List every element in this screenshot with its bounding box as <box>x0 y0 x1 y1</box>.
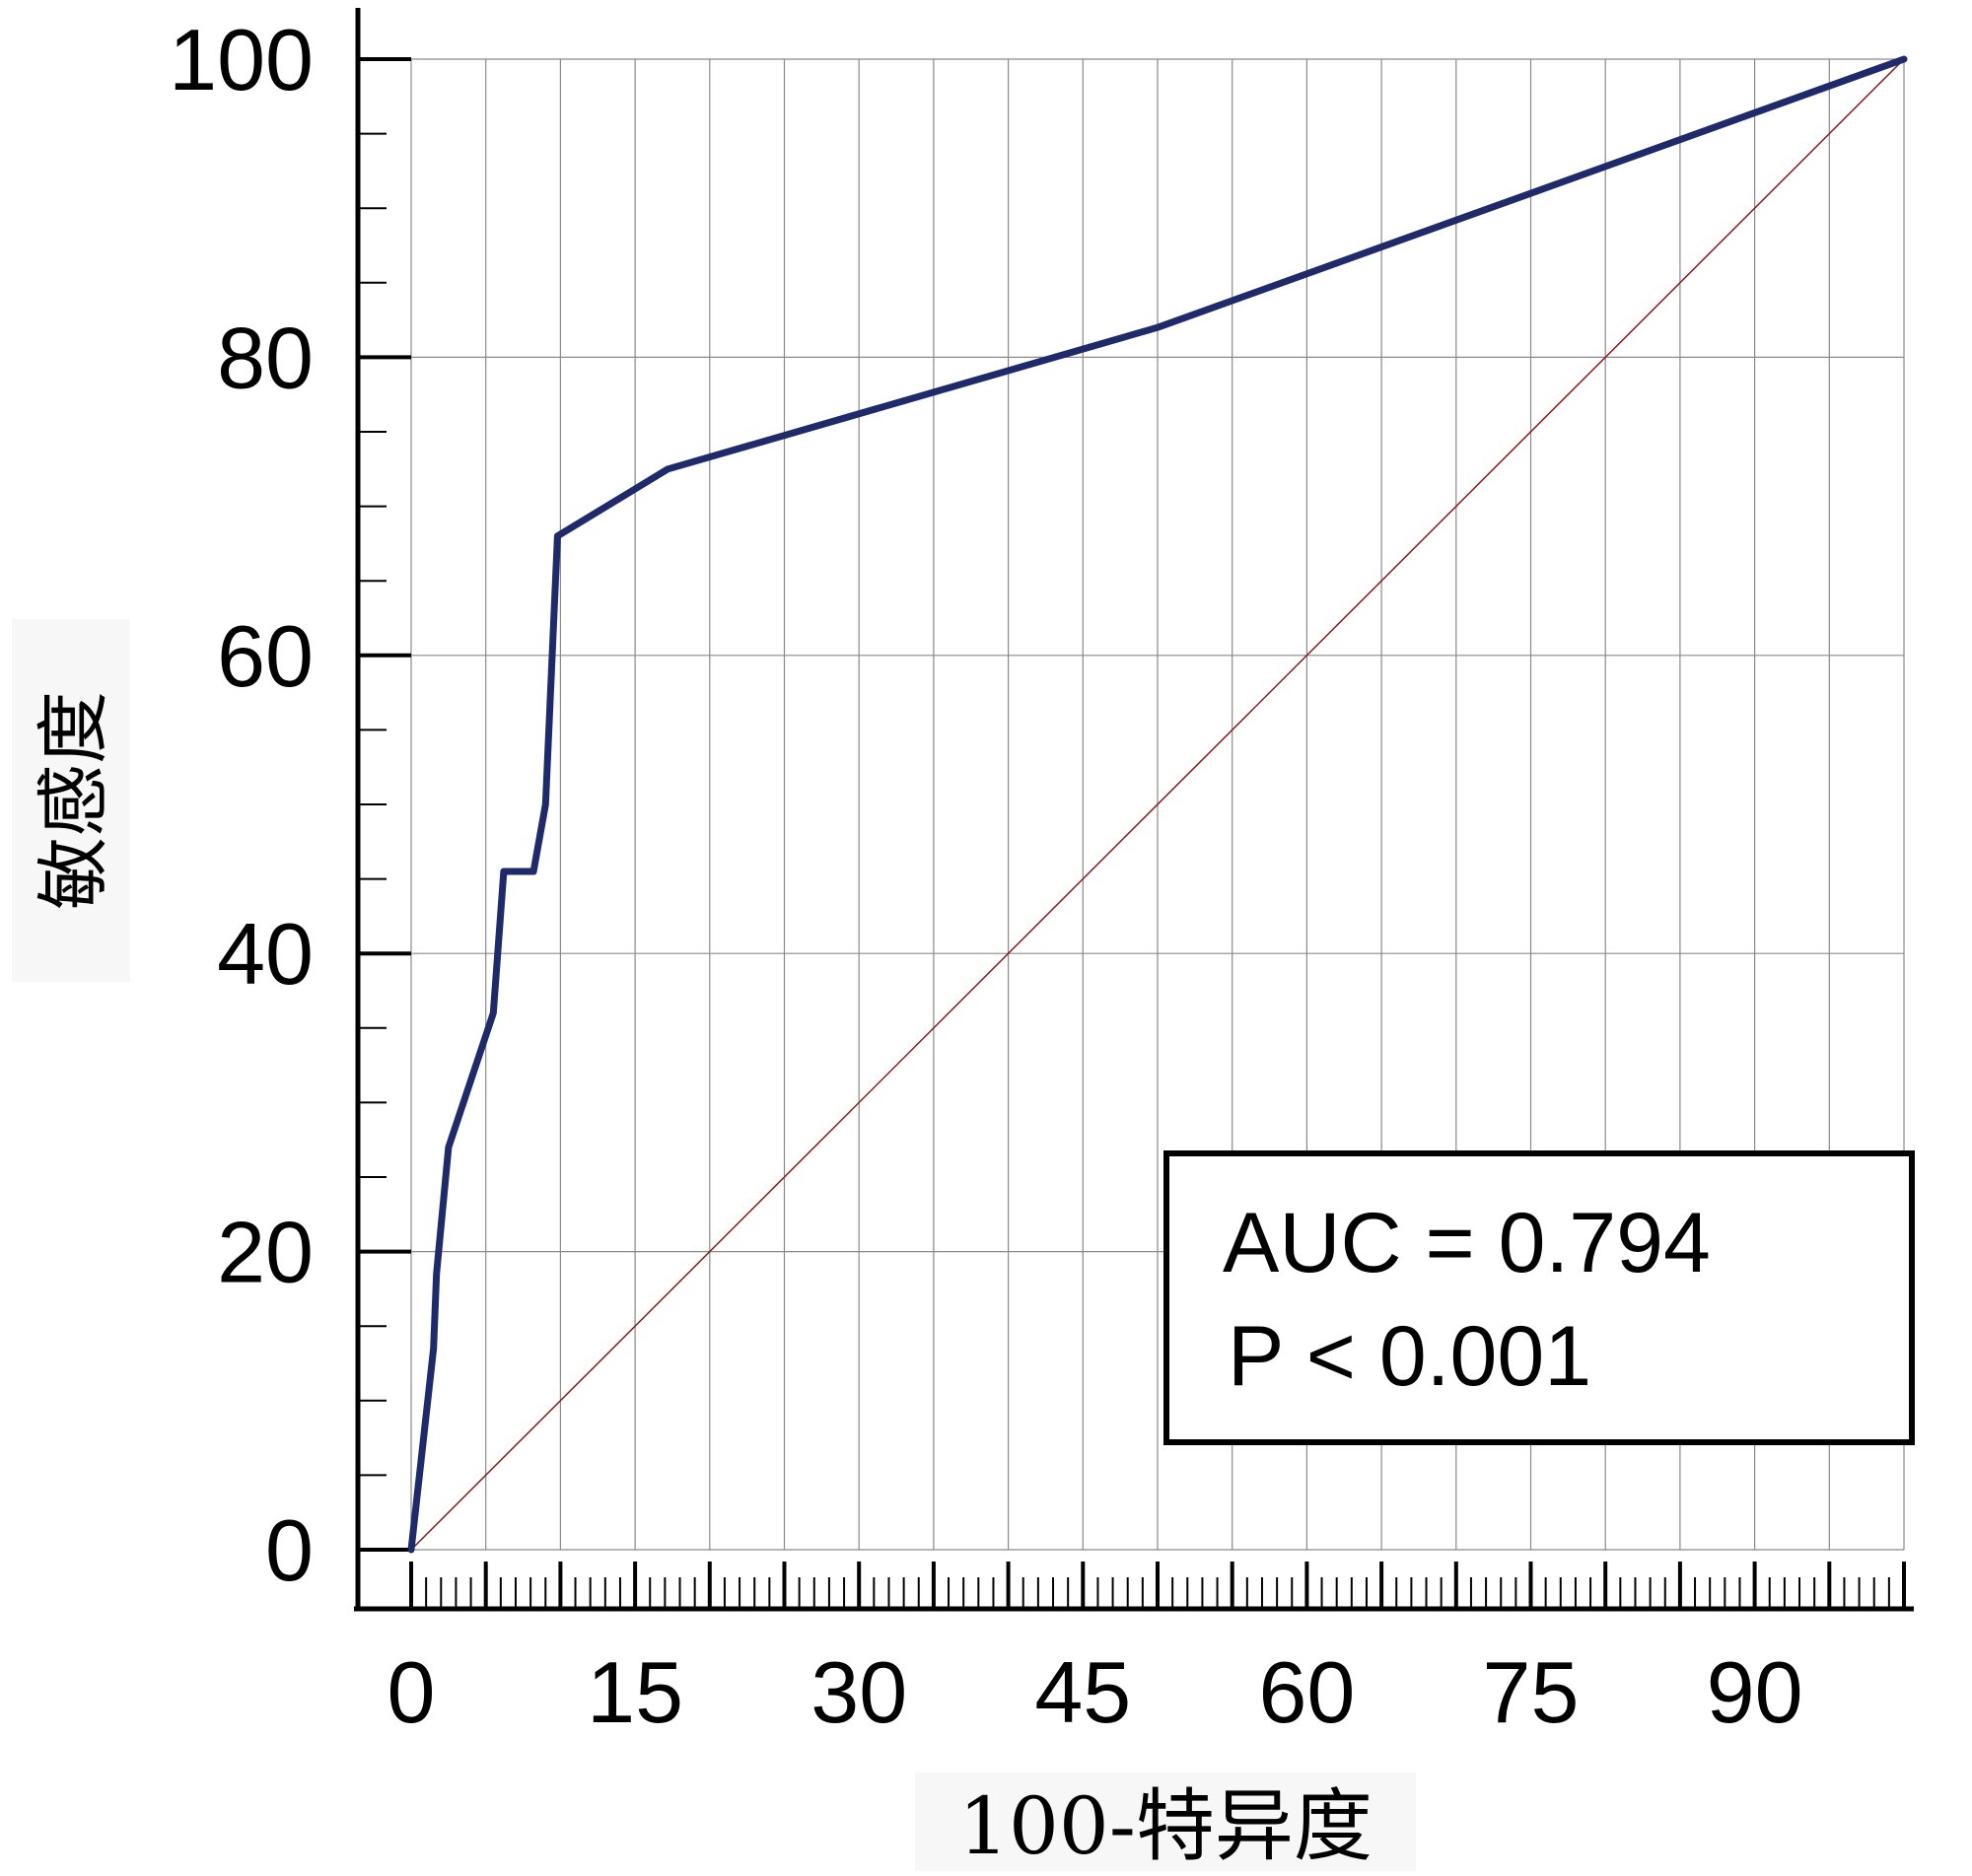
auc-label: AUC = 0.794 <box>1223 1196 1711 1290</box>
x-tick-label: 15 <box>587 1643 683 1741</box>
annotation-frame <box>1163 1150 1915 1445</box>
y-tick-label: 20 <box>217 1204 314 1301</box>
y-tick-label: 0 <box>265 1501 314 1599</box>
roc-curve-line <box>407 55 1908 1554</box>
y-tick-label: 60 <box>217 607 314 705</box>
x-tick-label: 60 <box>1258 1643 1355 1741</box>
x-tick-label: 75 <box>1483 1643 1580 1741</box>
y-axis-title-bg <box>12 619 130 982</box>
tick-labels: 0 20 40 60 80 100 0 15 30 45 60 75 90 <box>169 11 1802 1741</box>
x-tick-label: 45 <box>1034 1643 1131 1741</box>
annotation-box: AUC = 0.794 P < 0.001 <box>1163 1150 1915 1445</box>
minor-ticks <box>358 57 1906 1609</box>
x-axis-title-bg <box>915 1772 1416 1871</box>
y-axis-title: 敏感度 <box>32 691 116 910</box>
x-tick-label: 30 <box>810 1643 907 1741</box>
x-axis-title: 100-特异度 <box>958 1780 1373 1872</box>
x-axis-title-group: 100-特异度 <box>915 1772 1416 1872</box>
y-tick-label: 40 <box>217 905 314 1003</box>
y-axis-title-group: 敏感度 <box>12 619 130 982</box>
y-tick-label: 80 <box>217 309 314 406</box>
x-tick-label: 0 <box>387 1643 436 1741</box>
reference-diagonal-line <box>410 58 1905 1551</box>
series <box>407 55 1908 1554</box>
y-tick-label: 100 <box>169 11 314 108</box>
axes <box>354 8 1914 1612</box>
p-value-label: P < 0.001 <box>1228 1309 1591 1404</box>
x-tick-label: 90 <box>1707 1643 1803 1741</box>
